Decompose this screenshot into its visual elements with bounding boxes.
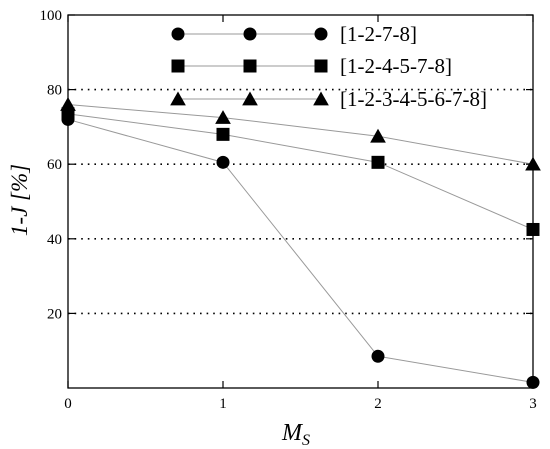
legend-marker-square xyxy=(171,59,185,73)
data-point-circle xyxy=(371,349,385,363)
y-axis-title: 1-J [%] xyxy=(7,164,32,236)
legend-marker-square xyxy=(314,59,328,73)
legend-marker-circle xyxy=(243,27,257,41)
series-line-triangle xyxy=(67,104,534,165)
legend-marker-circle xyxy=(314,27,328,41)
legend-marker-triangle xyxy=(313,91,329,106)
data-point-square xyxy=(216,127,230,141)
x-axis-title-sub: S xyxy=(302,432,310,449)
y-tick-label: 60 xyxy=(47,157,62,173)
data-point-triangle xyxy=(215,110,231,124)
legend-marker-circle xyxy=(171,27,185,41)
legend-marker-triangle xyxy=(170,91,186,106)
data-point-square xyxy=(371,155,385,169)
x-tick-label: 2 xyxy=(374,396,382,412)
legend-marker-square xyxy=(243,59,257,73)
y-tick-label: 20 xyxy=(47,306,62,322)
x-tick-label: 1 xyxy=(219,396,227,412)
series-markers xyxy=(60,97,541,389)
legend-label: [1-2-3-4-5-6-7-8] xyxy=(340,87,487,111)
y-tick-label: 40 xyxy=(47,232,62,248)
legend-label: [1-2-7-8] xyxy=(340,22,417,46)
data-point-circle xyxy=(216,155,230,169)
axis-ticks xyxy=(67,14,534,388)
legend-label: [1-2-4-5-7-8] xyxy=(340,54,452,78)
series-line-square xyxy=(67,113,534,230)
gridlines xyxy=(68,88,533,315)
x-axis-title-main: M xyxy=(281,420,304,446)
series-line-circle xyxy=(67,118,534,383)
x-tick-label: 3 xyxy=(529,396,537,412)
legend: [1-2-7-8] [1-2-4-5-7-8] [1-2-3-4-5-6-7-8] xyxy=(170,22,487,111)
y-tick-label: 100 xyxy=(40,8,63,24)
y-tick-label: 80 xyxy=(47,83,62,99)
series-lines xyxy=(67,104,534,383)
x-axis-title: MS xyxy=(281,420,310,449)
y-tick-labels: 20 40 60 80 100 xyxy=(40,8,63,322)
data-point-triangle xyxy=(370,128,386,143)
x-tick-label: 0 xyxy=(64,396,72,412)
x-tick-labels: 0 1 2 3 xyxy=(64,396,537,412)
plot-frame xyxy=(67,14,534,389)
legend-marker-triangle xyxy=(242,91,258,106)
